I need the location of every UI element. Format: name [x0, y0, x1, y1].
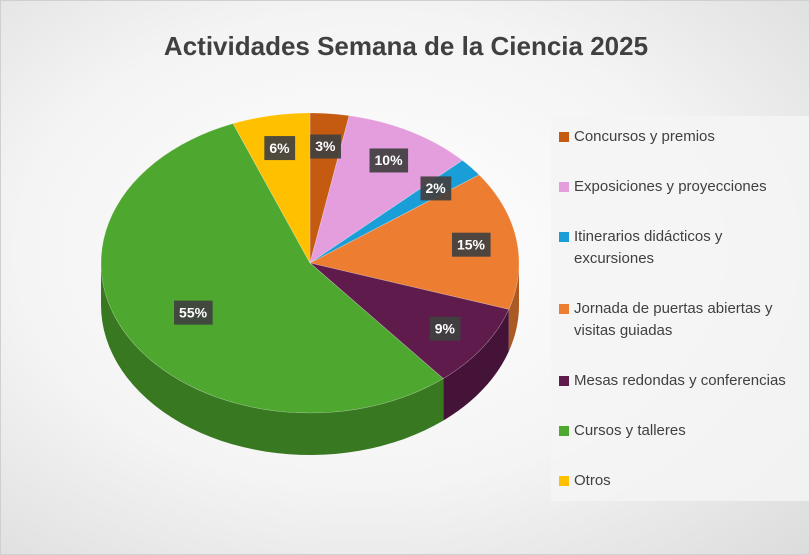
legend-swatch [559, 304, 569, 314]
legend-label: Jornada de puertas abiertas y visitas gu… [574, 300, 773, 339]
legend-label: Concursos y premios [574, 128, 715, 145]
legend-label: Cursos y talleres [574, 422, 686, 439]
legend-item: Concursos y premios [559, 126, 809, 148]
chart-title: Actividades Semana de la Ciencia 2025 [164, 31, 648, 61]
legend-swatch [559, 232, 569, 242]
legend-item: Cursos y talleres [559, 420, 809, 442]
slice [309, 262, 510, 379]
data-label: 9% [435, 320, 456, 336]
slice-side [101, 263, 444, 455]
slice [309, 115, 463, 264]
data-label: 10% [375, 152, 404, 168]
legend-item: Mesas redondas y conferencias [559, 370, 809, 392]
legend-swatch [559, 426, 569, 436]
data-label-box [429, 316, 461, 341]
legend-item: Jornada de puertas abiertas y visitas gu… [559, 298, 809, 342]
data-label-box [310, 134, 342, 159]
legend-swatch [559, 132, 569, 142]
data-label-box [420, 176, 452, 201]
data-label: 6% [269, 140, 290, 156]
data-label-box [174, 300, 213, 325]
slice [100, 123, 444, 414]
legend: Concursos y premios Exposiciones y proyec… [551, 116, 809, 501]
slice-side [443, 309, 509, 421]
legend-swatch [559, 476, 569, 486]
legend-item: Itinerarios didácticos y excursiones [559, 226, 809, 270]
legend-label: Otros [574, 472, 611, 489]
data-label: 15% [457, 236, 486, 252]
legend-swatch [559, 182, 569, 192]
legend-item: Exposiciones y proyecciones [559, 176, 809, 198]
legend-swatch [559, 376, 569, 386]
data-label: 55% [179, 304, 208, 320]
pie-sides [101, 263, 519, 455]
legend-label: Exposiciones y proyecciones [574, 178, 767, 195]
data-label: 2% [425, 180, 446, 196]
pie-top [100, 112, 520, 414]
slice [309, 174, 520, 310]
data-labels: 3% 10% 2% 15% 9% 55% 6% [174, 134, 491, 341]
data-label-box [264, 136, 296, 161]
data-label-box [451, 232, 491, 257]
data-label-box [369, 148, 409, 173]
data-label: 3% [315, 138, 336, 154]
legend-label: Mesas redondas y conferencias [574, 372, 786, 389]
slice-side [508, 263, 519, 352]
legend-item: Otros [559, 470, 809, 492]
legend-label: Itinerarios didácticos y excursiones [574, 228, 723, 267]
